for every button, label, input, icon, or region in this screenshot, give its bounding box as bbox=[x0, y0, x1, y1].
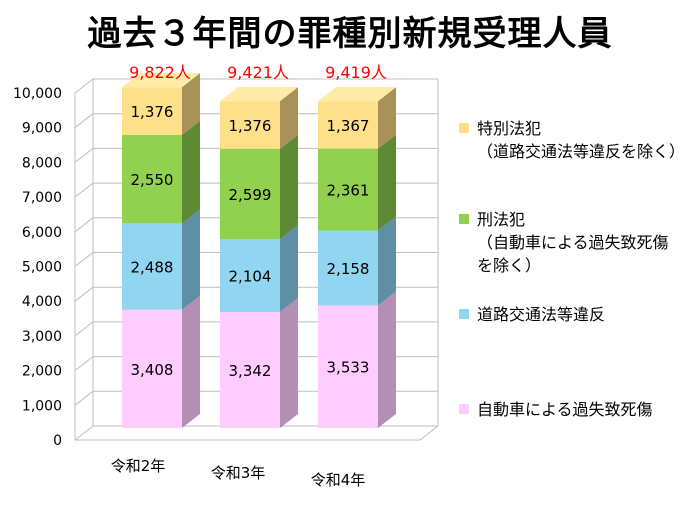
y-tick-label: 2,000 bbox=[22, 364, 62, 380]
legend-label: 自動車による過失致死傷 bbox=[477, 400, 653, 419]
y-tick-label: 6,000 bbox=[22, 225, 62, 241]
x-tick-label: 令和2年 bbox=[111, 457, 166, 475]
data-label: 2,158 bbox=[327, 260, 370, 278]
gridline-depth bbox=[74, 321, 94, 337]
legend-swatch bbox=[459, 123, 469, 133]
bar-top-face bbox=[122, 73, 200, 88]
bar-segment-side bbox=[378, 87, 396, 149]
bar-segment bbox=[122, 309, 182, 428]
bar-segment-side bbox=[280, 134, 298, 240]
y-tick-label: 3,000 bbox=[22, 329, 62, 345]
bar-segment-side bbox=[182, 209, 200, 310]
gridline-depth bbox=[74, 390, 94, 406]
bar-top-face bbox=[318, 87, 396, 102]
legend-label: 特別法犯 （道路交通法等違反を除く） bbox=[477, 119, 686, 161]
bar-segment bbox=[318, 101, 378, 149]
gridline-depth bbox=[74, 286, 94, 302]
gridline-depth bbox=[74, 182, 94, 198]
total-label: 9,822人 bbox=[129, 63, 191, 82]
data-label: 2,550 bbox=[131, 171, 174, 189]
bar-segment-side bbox=[280, 87, 298, 149]
data-label: 2,104 bbox=[229, 268, 272, 286]
legend-label: 刑法犯 （自動車による過失致死傷 を除く） bbox=[477, 210, 669, 275]
bar-segment bbox=[318, 148, 378, 231]
bar-segment bbox=[220, 312, 280, 428]
gridline-depth bbox=[74, 356, 94, 371]
bar-segment-side bbox=[182, 120, 200, 224]
bar-segment-side bbox=[378, 216, 396, 306]
chart-title: 過去３年間の罪種別新規受理人員 bbox=[87, 14, 613, 54]
gridline-depth bbox=[74, 148, 94, 163]
x-tick-label: 令和4年 bbox=[311, 471, 366, 489]
y-tick-label: 10,000 bbox=[13, 86, 62, 102]
data-label: 1,367 bbox=[327, 117, 370, 135]
bar-segment bbox=[122, 87, 182, 135]
bar-segment bbox=[220, 239, 280, 313]
data-label: 1,376 bbox=[131, 103, 174, 121]
bar-segment-side bbox=[280, 298, 298, 428]
bar-segment-side bbox=[280, 225, 298, 313]
gridline-depth bbox=[74, 217, 94, 233]
y-tick-label: 7,000 bbox=[22, 190, 62, 206]
data-label: 1,376 bbox=[229, 117, 272, 135]
y-tick-label: 5,000 bbox=[22, 260, 62, 276]
bar-segment-side bbox=[378, 134, 396, 231]
gridline-depth bbox=[74, 252, 94, 267]
data-label: 2,599 bbox=[229, 186, 272, 204]
y-tick-label: 8,000 bbox=[22, 155, 62, 171]
bar-segment-side bbox=[378, 291, 396, 428]
y-tick-label: 0 bbox=[53, 433, 62, 449]
bar-segment bbox=[318, 230, 378, 306]
gridline-depth bbox=[74, 113, 94, 129]
legend-label: 道路交通法等違反 bbox=[477, 305, 606, 324]
gridline-depth bbox=[74, 425, 94, 441]
y-tick-label: 1,000 bbox=[22, 398, 62, 414]
data-label: 3,408 bbox=[131, 361, 174, 379]
gridline-depth bbox=[74, 78, 94, 94]
floor-edge bbox=[419, 425, 439, 441]
y-tick-label: 4,000 bbox=[22, 294, 62, 310]
bar-top-face bbox=[220, 87, 298, 102]
data-label: 2,361 bbox=[327, 182, 370, 200]
bar-segment bbox=[220, 148, 280, 240]
legend-swatch bbox=[459, 404, 469, 414]
total-label: 9,419人 bbox=[325, 63, 387, 82]
data-label: 2,488 bbox=[131, 259, 174, 277]
total-label: 9,421人 bbox=[227, 63, 289, 82]
data-label: 3,533 bbox=[327, 359, 370, 377]
x-tick-label: 令和3年 bbox=[211, 464, 266, 482]
legend-swatch bbox=[459, 214, 469, 224]
bar-segment bbox=[122, 134, 182, 224]
bar-segment-side bbox=[182, 73, 200, 135]
bar-segment-side bbox=[182, 295, 200, 428]
bar-segment bbox=[122, 223, 182, 310]
data-label: 3,342 bbox=[229, 362, 272, 380]
bar-segment bbox=[220, 101, 280, 149]
bar-segment bbox=[318, 305, 378, 428]
legend-swatch bbox=[459, 309, 469, 319]
y-tick-label: 9,000 bbox=[22, 121, 62, 137]
